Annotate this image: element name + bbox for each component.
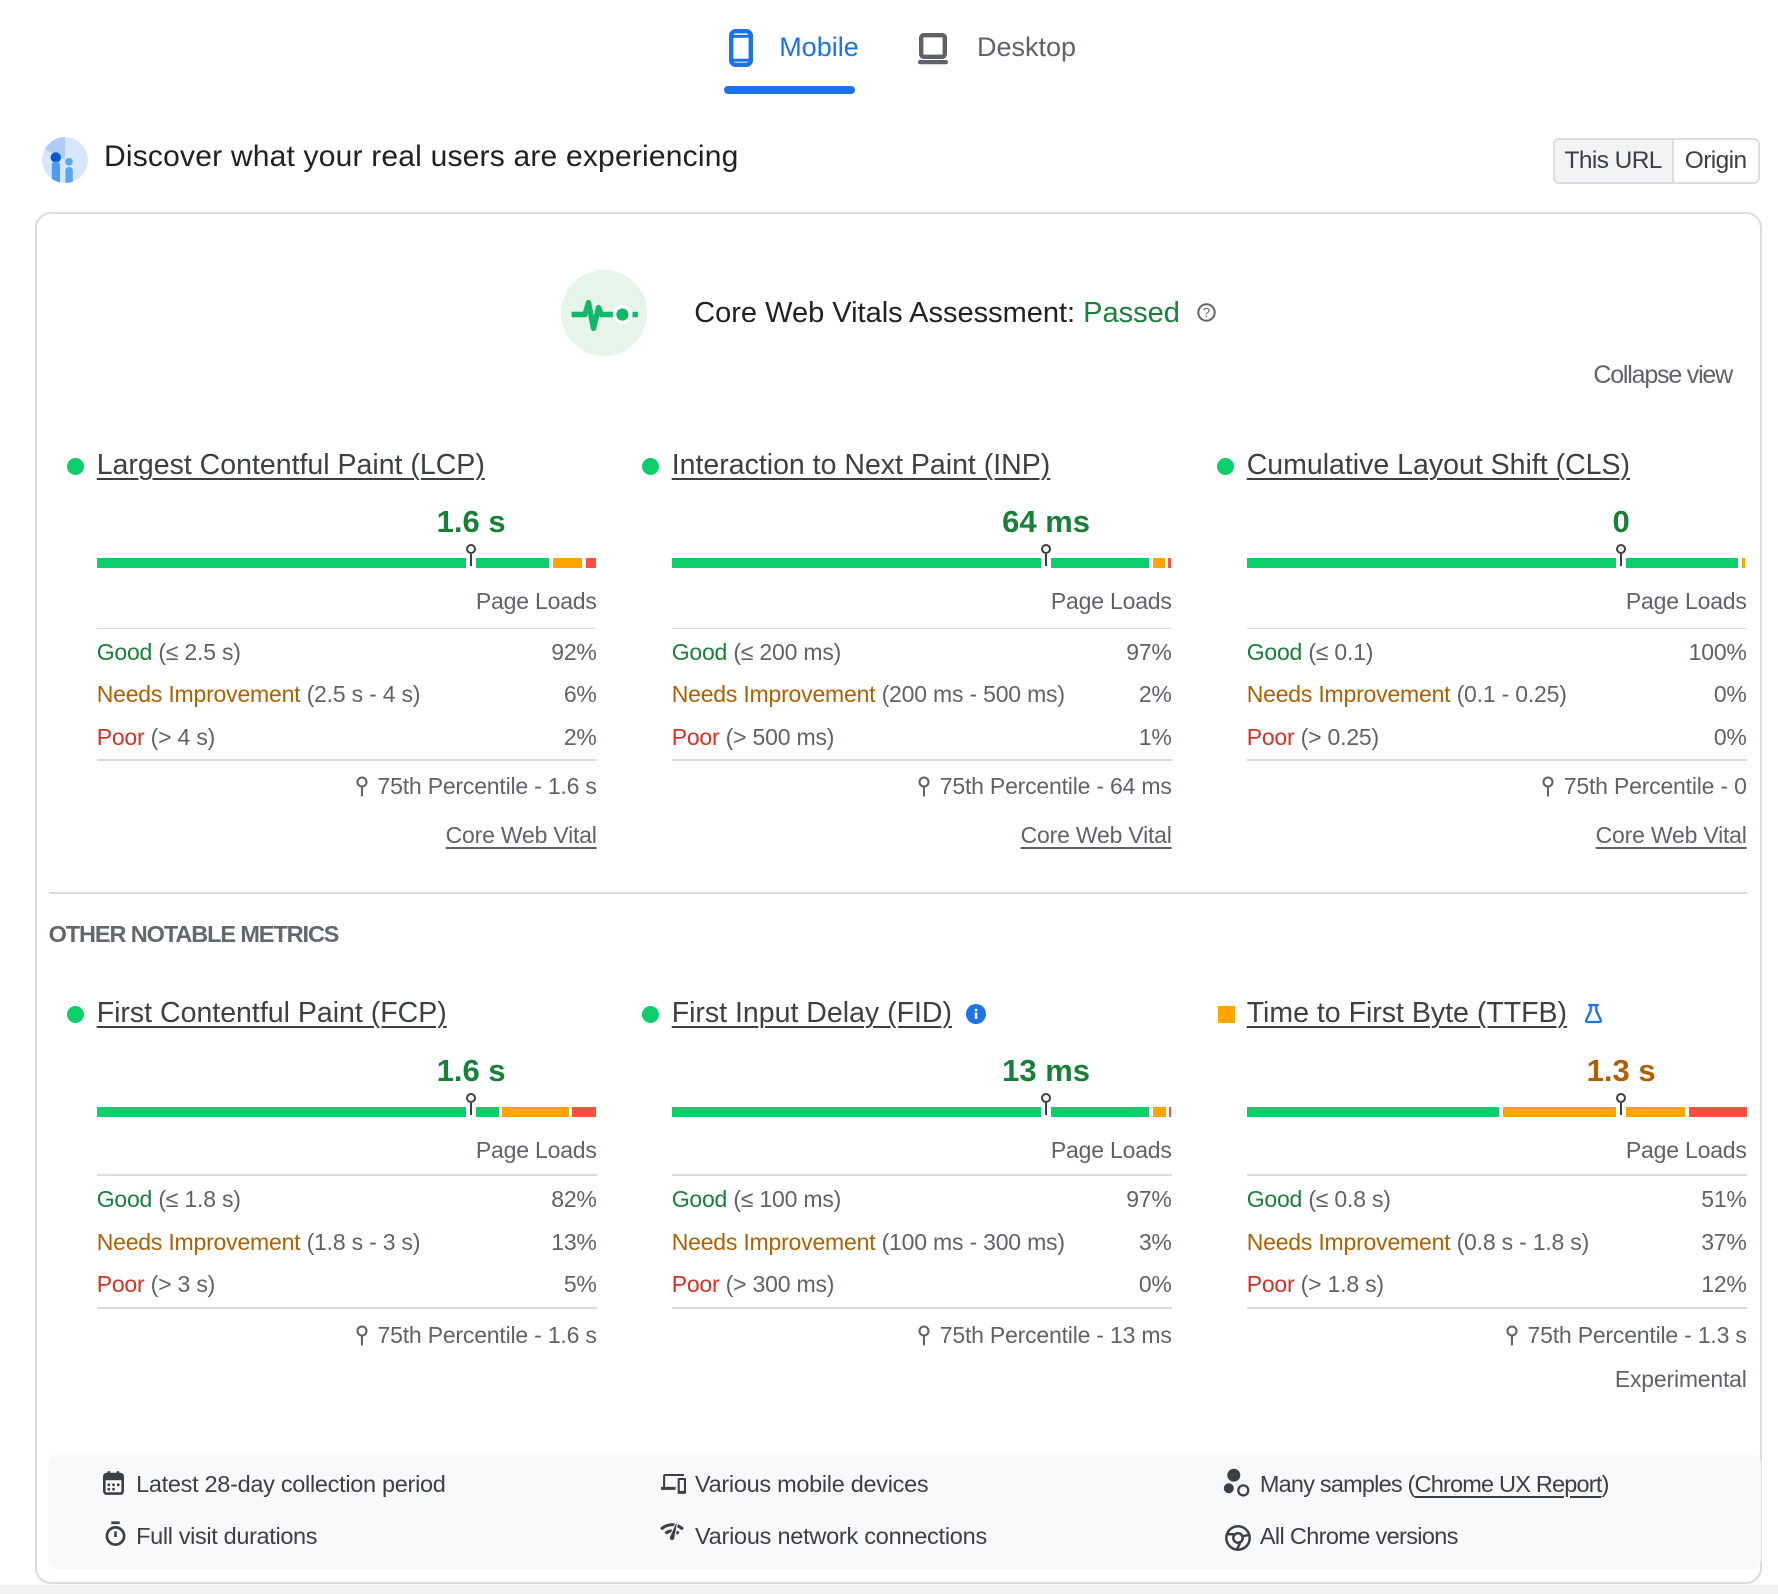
svg-text:?: ?	[1203, 305, 1210, 320]
